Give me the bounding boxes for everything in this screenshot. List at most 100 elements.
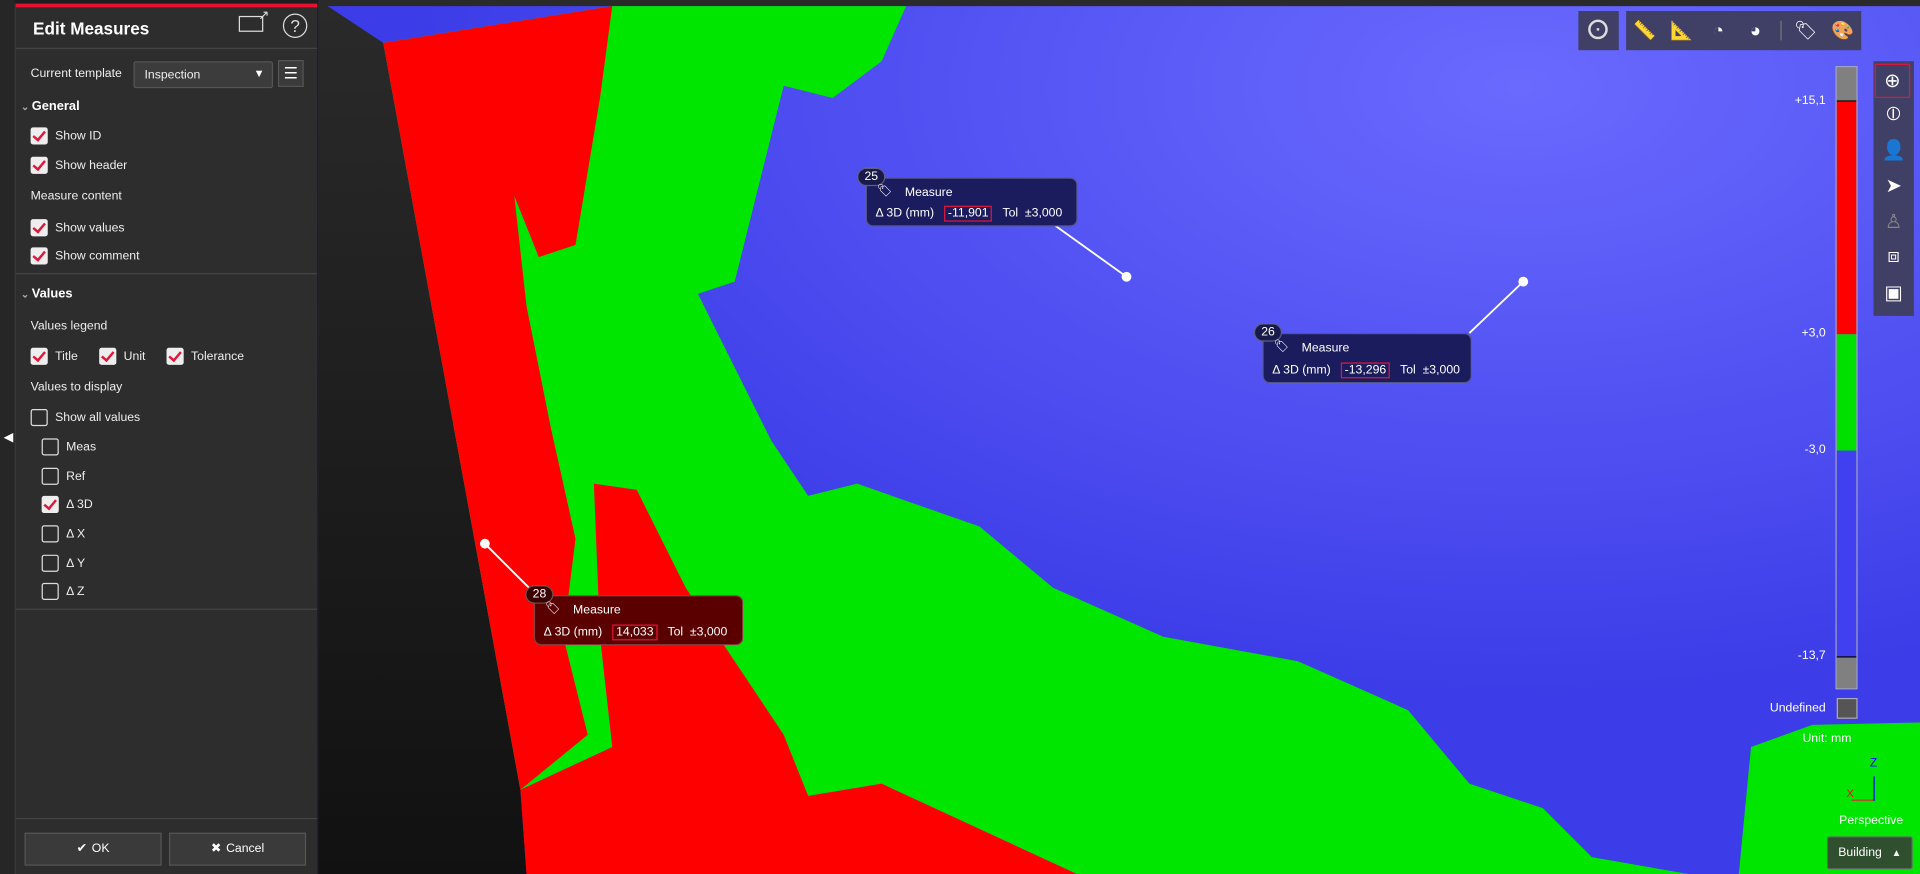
deviation-color-map — [318, 0, 1920, 874]
point-cloud-background — [318, 0, 527, 874]
protractor-graph-icon[interactable]: ◕ — [1749, 20, 1761, 42]
color-scale-bar — [1835, 66, 1858, 690]
delta-z-label: Δ Z — [66, 585, 85, 599]
check-icon: ✔ — [76, 842, 87, 856]
panel-collapse-strip[interactable]: ◀ — [0, 0, 15, 874]
scale-label-max: +15,1 — [1794, 94, 1826, 108]
chevron-down-icon: ⌄ — [20, 101, 32, 113]
show-header-checkbox[interactable] — [30, 156, 48, 174]
panel-title: Edit Measures — [33, 18, 150, 38]
measure-point-26[interactable] — [1518, 276, 1529, 287]
show-values-label: Show values — [55, 221, 125, 236]
delta-x-checkbox[interactable] — [41, 525, 59, 543]
divider — [15, 273, 318, 275]
scale-below — [1836, 657, 1857, 689]
show-values-checkbox[interactable] — [30, 219, 48, 237]
surface-red — [383, 6, 613, 790]
divider — [15, 47, 318, 49]
ruler-erase-icon[interactable]: 📐 — [1670, 20, 1693, 42]
template-menu-button[interactable]: ☰ — [277, 60, 304, 87]
x-axis-label: X — [1846, 787, 1854, 800]
legend-title-checkbox[interactable] — [30, 347, 48, 365]
chevron-down-icon: ▼ — [253, 67, 265, 80]
measure-title: Measure — [1301, 341, 1350, 356]
delta-y-label: Δ Y — [66, 557, 86, 571]
box-section-icon[interactable]: ▣ — [1884, 282, 1903, 304]
protractor-icon[interactable]: ◔ — [1712, 20, 1725, 42]
legend-tolerance-checkbox[interactable] — [166, 347, 184, 365]
legend-unit-checkbox[interactable] — [99, 347, 117, 365]
scale-label-min: -13,7 — [1797, 648, 1826, 663]
tag-icon: 🏷 — [876, 184, 893, 199]
surface-red-lower — [520, 483, 1077, 874]
section-general[interactable]: ⌄ General — [20, 99, 80, 114]
walk-icon[interactable]: 👤 — [1881, 140, 1906, 162]
measure-title: Measure — [573, 603, 621, 618]
scale-low — [1836, 450, 1857, 658]
values-to-display-label: Values to display — [30, 380, 123, 395]
measure-title: Measure — [904, 186, 953, 200]
person-icon[interactable]: ♙ — [1884, 211, 1903, 233]
measure-point-28[interactable] — [480, 538, 490, 549]
ok-button[interactable]: ✔ OK — [24, 832, 162, 866]
axis-triad: Z X — [1846, 757, 1896, 806]
measure-values: Δ 3D (mm) 14,033 Tol ±3,000 — [543, 624, 728, 641]
tag-color-icon[interactable]: 🎨 — [1831, 20, 1855, 42]
measure-point-25[interactable] — [1121, 271, 1132, 282]
tag-icon: 🏷 — [1273, 340, 1290, 354]
edit-measures-panel: Edit Measures ↗ ? Current template Inspe… — [14, 3, 318, 874]
popout-icon[interactable]: ↗ — [238, 9, 269, 32]
show-comment-checkbox[interactable] — [30, 247, 48, 265]
delta-3d-checkbox[interactable] — [41, 495, 59, 514]
template-select[interactable]: Inspection ▼ — [133, 61, 274, 89]
measure-id: 26 — [1253, 323, 1283, 342]
ref-label: Ref — [66, 470, 86, 484]
unit-label: Unit: mm — [1802, 732, 1852, 746]
measure-values: Δ 3D (mm) -13,296 Tol ±3,000 — [1272, 362, 1460, 379]
ruler-add-icon[interactable]: 📏 — [1633, 20, 1657, 42]
orbit-icon[interactable]: ⊕ — [1874, 63, 1911, 98]
scale-ok — [1836, 334, 1857, 451]
cancel-button[interactable]: ✖ Cancel — [168, 832, 307, 866]
delta-3d-label: Δ 3D — [66, 498, 93, 512]
collapse-arrow-icon[interactable]: ◀ — [3, 431, 14, 445]
box-view-icon[interactable]: ⧈ — [1887, 246, 1900, 267]
measure-label-25[interactable]: 25 🏷 Measure Δ 3D (mm) -11,901 Tol ±3,00… — [857, 167, 1078, 227]
show-id-checkbox[interactable] — [30, 127, 48, 145]
chevron-up-icon: ▲ — [1891, 847, 1902, 859]
section-values[interactable]: ⌄ Values — [20, 286, 73, 302]
divider — [15, 608, 318, 610]
measure-id: 25 — [857, 167, 886, 187]
meas-label: Meas — [66, 440, 97, 455]
view-mode-button[interactable]: Building ▲ — [1826, 836, 1913, 870]
scale-high — [1836, 101, 1857, 335]
undefined-label: Undefined — [1769, 701, 1826, 716]
legend-title-label: Title — [55, 350, 78, 364]
menu-icon: ☰ — [283, 63, 298, 83]
tag-cursor-icon[interactable]: 🏷 — [1794, 20, 1818, 42]
delta-y-checkbox[interactable] — [41, 554, 59, 572]
measure-values: Δ 3D (mm) -11,901 Tol ±3,000 — [875, 205, 1063, 222]
delta-z-checkbox[interactable] — [41, 582, 59, 601]
target-button[interactable] — [1578, 11, 1619, 51]
template-label: Current template — [30, 67, 122, 81]
show-header-label: Show header — [55, 159, 128, 173]
ref-checkbox[interactable] — [41, 467, 59, 485]
meas-checkbox[interactable] — [41, 438, 59, 456]
navigation-toolbar: ⊕ ⦶ 👤 ➤ ♙ ⧈ ▣ — [1873, 61, 1914, 316]
projection-label[interactable]: Perspective — [1839, 814, 1904, 828]
show-all-values-checkbox[interactable] — [30, 408, 48, 427]
legend-unit-label: Unit — [123, 350, 146, 364]
tag-icon: 🏷 — [544, 602, 561, 616]
show-id-label: Show ID — [55, 129, 102, 144]
scale-label-lower-tol: -3,0 — [1804, 443, 1826, 457]
measure-content-label: Measure content — [30, 189, 122, 204]
3d-viewport[interactable] — [318, 0, 1920, 874]
orbit-constrained-icon[interactable]: ⦶ — [1886, 104, 1901, 125]
measure-label-26[interactable]: 26 🏷 Measure Δ 3D (mm) -13,296 Tol ±3,00… — [1253, 323, 1472, 384]
help-icon[interactable]: ? — [282, 13, 308, 38]
fly-icon[interactable]: ➤ — [1885, 176, 1902, 198]
measure-label-28[interactable]: 28 🏷 Measure Δ 3D (mm) 14,033 Tol ±3,000 — [525, 585, 744, 646]
surface-green-corner — [1738, 722, 1920, 874]
undefined-swatch — [1836, 697, 1858, 719]
